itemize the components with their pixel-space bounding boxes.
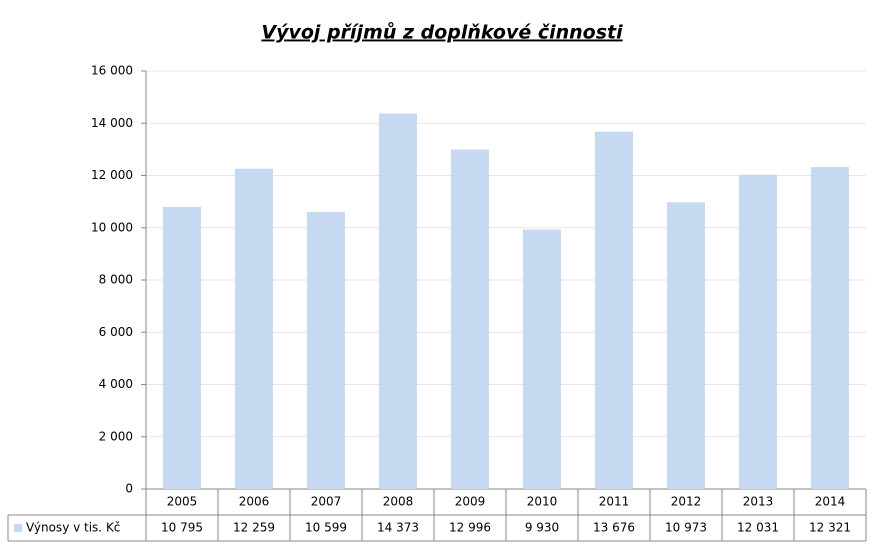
bar <box>235 168 273 489</box>
y-tick-label: 4 000 <box>99 377 133 391</box>
x-tick-label: 2006 <box>239 495 270 509</box>
x-tick-label: 2009 <box>455 495 486 509</box>
data-table-value: 12 321 <box>809 521 851 535</box>
y-tick-label: 12 000 <box>91 168 133 182</box>
x-tick-label: 2014 <box>815 495 846 509</box>
x-tick-label: 2013 <box>743 495 774 509</box>
data-table-value: 12 259 <box>233 521 275 535</box>
data-table-value: 13 676 <box>593 521 635 535</box>
y-tick-label: 2 000 <box>99 429 133 443</box>
bar <box>379 113 417 490</box>
data-table-value: 10 973 <box>665 521 707 535</box>
bar <box>667 202 705 489</box>
data-table-value: 14 373 <box>377 521 419 535</box>
x-tick-label: 2008 <box>383 495 414 509</box>
chart-title: Vývoj příjmů z doplňkové činnosti <box>261 21 623 44</box>
data-table-value: 10 599 <box>305 521 347 535</box>
y-tick-label: 0 <box>125 482 133 496</box>
x-tick-label: 2010 <box>527 495 558 509</box>
x-tick-label: 2007 <box>311 495 342 509</box>
legend-label: Výnosy v tis. Kč <box>26 521 120 535</box>
data-table-value: 12 031 <box>737 521 779 535</box>
y-tick-label: 6 000 <box>99 325 133 339</box>
data-table-value: 12 996 <box>449 521 491 535</box>
data-table-value: 9 930 <box>525 521 559 535</box>
legend-key <box>14 524 22 532</box>
bar <box>595 131 633 490</box>
bar <box>451 149 489 490</box>
x-tick-label: 2005 <box>167 495 198 509</box>
y-tick-label: 14 000 <box>91 116 133 130</box>
y-tick-label: 8 000 <box>99 273 133 287</box>
bar <box>163 206 201 489</box>
bar <box>811 167 849 489</box>
bar <box>523 229 561 490</box>
x-tick-label: 2012 <box>671 495 702 509</box>
data-table-value: 10 795 <box>161 521 203 535</box>
x-tick-label: 2011 <box>599 495 630 509</box>
y-tick-label: 10 000 <box>91 220 133 234</box>
y-tick-label: 16 000 <box>91 64 133 78</box>
bar <box>307 212 345 489</box>
bar <box>739 174 777 489</box>
